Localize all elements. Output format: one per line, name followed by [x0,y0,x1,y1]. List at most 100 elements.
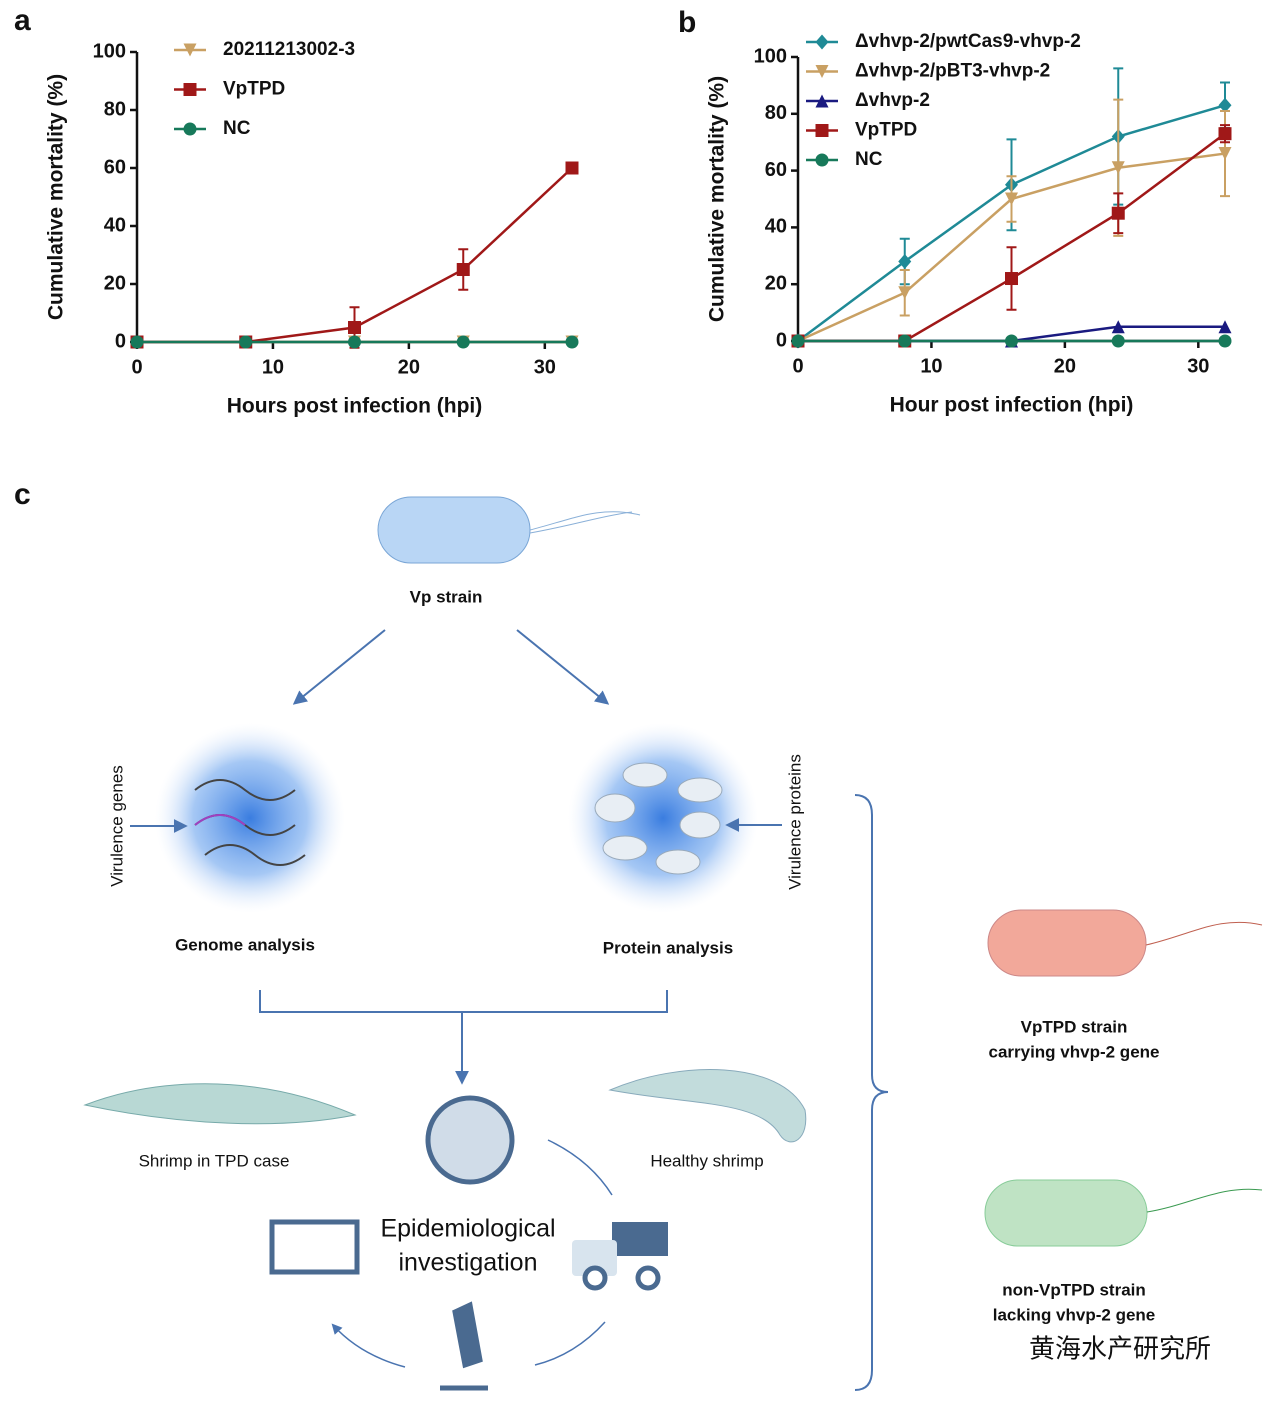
truck-icon [612,1222,668,1256]
marker [130,335,144,349]
y-tick-label: 0 [776,329,787,351]
marker [456,335,470,349]
flagellum [1146,1188,1263,1213]
label: non-VpTPD strain [1002,1280,1146,1299]
marker [565,335,579,349]
y-tick-label: 60 [104,156,126,178]
legend-label: VpTPD [223,79,285,100]
diagram: c Vp strain Virulence genes Virulence pr… [14,478,1263,1391]
charts: a 0 20 40 60 80 100 0 10 20 30 Hours post infection… [14,4,1232,418]
y-tick-label: 80 [104,98,126,120]
label: lacking vhvp-2 gene [993,1305,1156,1324]
marker [1005,272,1018,286]
marker [1218,334,1232,348]
marker [898,286,912,300]
x-tick-label: 20 [398,356,420,378]
marker [565,161,579,175]
shrimp [608,1069,807,1143]
label: Healthy shrimp [650,1151,763,1170]
legend-marker [183,83,197,96]
marker [1005,192,1018,206]
bacterium [987,909,1147,977]
marker [1218,97,1232,113]
panel-label: b [678,6,696,39]
legend-label: Δvhvp-2 [855,90,930,111]
y-tick-label: 60 [765,159,787,181]
shrimp [83,1083,357,1125]
cycle-arrow [333,1139,613,1368]
marker [1218,320,1232,334]
label: Genome analysis [175,935,315,954]
genome-glow [155,723,345,913]
marker [348,335,361,349]
legend-label: Δvhvp-2/pBT3-vhvp-2 [855,61,1050,82]
label: VpTPD strain [1021,1017,1128,1036]
arrow [516,629,610,705]
legend-marker [815,65,829,78]
x-tick-label: 20 [1054,355,1076,377]
marker [456,263,470,276]
label: Epidemiological [380,1215,555,1243]
x-tick-label: 0 [131,356,142,378]
legend-marker [815,94,829,108]
x-tick-label: 10 [920,355,942,377]
marker [1111,206,1125,220]
y-tick-label: 40 [104,214,126,236]
y-tick-label: 100 [93,40,126,62]
truck-icon [572,1240,617,1276]
y-axis-label: Cumulative mortality (%) [45,74,68,320]
protein-glow [568,723,758,913]
y-tick-label: 80 [765,102,787,124]
brace [854,794,889,1391]
legend-marker [815,153,829,167]
x-axis-label: Hour post infection (hpi) [890,394,1134,417]
y-axis-label: Cumulative mortality (%) [706,76,729,322]
y-tick-label: 20 [765,272,787,294]
dna [194,814,246,826]
y-tick-label: 100 [754,45,787,67]
label: Virulence proteins [785,754,804,890]
x-axis-label: Hours post infection (hpi) [227,395,482,418]
marker [1218,147,1232,161]
legend-marker [815,34,829,50]
panel-label: c [14,478,31,511]
bracket [259,990,668,1082]
globe-icon [425,1095,515,1185]
legend-label: 20211213002-3 [223,39,355,60]
legend-marker [183,122,197,136]
monitor-icon [269,1219,360,1275]
x-tick-label: 0 [792,355,803,377]
proteins [594,762,723,875]
legend-label: NC [855,149,883,170]
watermark: 黄海水产研究所 [1029,1335,1211,1365]
wheel [635,1265,661,1291]
marker [1111,334,1125,348]
label: Shrimp in TPD case [139,1151,290,1170]
x-tick-label: 30 [534,356,556,378]
label: carrying vhvp-2 gene [988,1042,1159,1061]
legend-label: NC [223,118,251,139]
legend-marker [815,124,829,137]
flagellum [1145,921,1263,946]
y-tick-label: 0 [115,330,126,352]
arrow [292,629,386,705]
x-tick-label: 30 [1187,355,1209,377]
wheel [582,1265,608,1291]
marker [239,335,253,349]
panel-label: a [14,4,31,37]
flagellum [529,511,641,534]
legend-label: Δvhvp-2/pwtCas9-vhvp-2 [855,31,1081,52]
legend-label: VpTPD [855,120,917,141]
label: investigation [399,1249,538,1277]
y-tick-label: 20 [104,272,126,294]
marker [1218,127,1232,141]
legend-marker [183,43,197,57]
label: Vp strain [410,587,483,606]
marker [898,334,912,348]
bacterium [377,496,531,564]
marker [1005,334,1018,348]
marker [898,253,912,269]
marker [1111,320,1125,334]
microscope-icon [440,1301,488,1391]
